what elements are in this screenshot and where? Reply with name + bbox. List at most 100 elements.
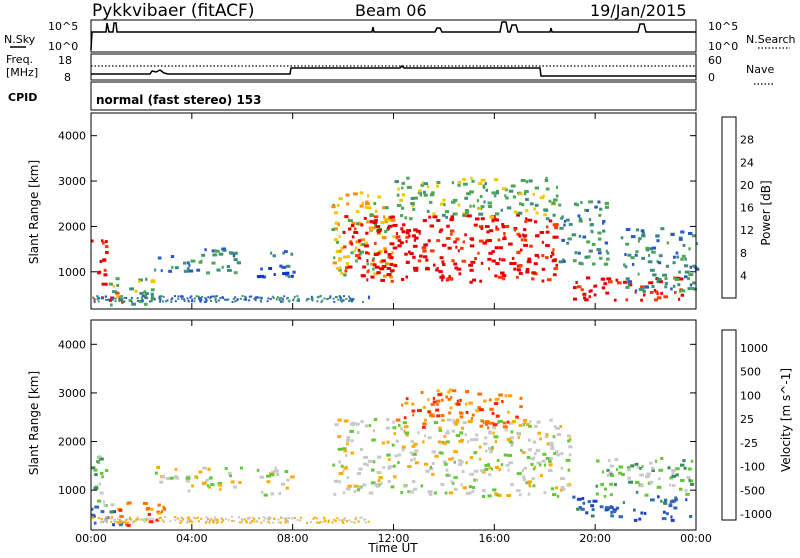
heatmap-cell <box>362 483 367 487</box>
heatmap-cell <box>371 438 376 442</box>
heatmap-cell <box>464 433 467 437</box>
heatmap-cell <box>136 299 139 302</box>
heatmap-cell <box>534 452 537 456</box>
heatmap-cell <box>561 488 566 491</box>
heatmap-cell <box>283 517 286 520</box>
heatmap-cell <box>404 401 409 405</box>
heatmap-cell <box>362 301 364 303</box>
heatmap-cell <box>406 229 411 233</box>
heatmap-cell <box>383 274 388 278</box>
heatmap-cell <box>359 250 364 254</box>
heatmap-cell <box>684 264 689 268</box>
heatmap-cell <box>576 285 582 289</box>
heatmap-cell <box>519 202 522 206</box>
heatmap-cell <box>545 217 550 221</box>
heatmap-cell <box>384 250 388 254</box>
heatmap-cell <box>694 267 700 271</box>
heatmap-cell <box>164 300 167 303</box>
heatmap-cell <box>553 267 559 271</box>
heatmap-cell <box>241 518 244 521</box>
heatmap-cell <box>306 521 308 524</box>
heatmap-cell <box>602 221 605 225</box>
heatmap-cell <box>456 267 462 271</box>
heatmap-cell <box>111 516 113 518</box>
heatmap-cell <box>352 298 355 301</box>
heatmap-cell <box>207 467 211 471</box>
heatmap-cell <box>664 282 668 285</box>
heatmap-cell <box>268 516 271 519</box>
heatmap-cell <box>660 457 664 460</box>
heatmap-cell <box>422 249 427 253</box>
heatmap-cell <box>642 289 646 293</box>
heatmap-cell <box>614 483 617 487</box>
heatmap-cell <box>469 244 475 248</box>
heatmap-cell <box>350 251 354 255</box>
heatmap-cell <box>201 481 207 485</box>
heatmap-cell <box>489 407 494 411</box>
nsky-left-tick-top: 10^5 <box>48 20 78 33</box>
heatmap-cell <box>254 296 257 299</box>
heatmap-cell <box>651 250 656 254</box>
heatmap-cell <box>549 457 553 461</box>
heatmap-cell <box>505 463 510 467</box>
freq-label-line1: Freq. <box>6 53 33 66</box>
heatmap-cell <box>546 442 550 446</box>
heatmap-cell <box>376 471 382 475</box>
heatmap-cell <box>142 501 148 505</box>
heatmap-cell <box>345 193 350 197</box>
heatmap-cell <box>216 519 219 522</box>
heatmap-cell <box>311 297 314 300</box>
heatmap-cell <box>487 257 492 261</box>
heatmap-cell <box>373 253 379 256</box>
heatmap-cell <box>171 297 174 300</box>
heatmap-cell <box>371 258 375 262</box>
heatmap-cell <box>520 248 523 252</box>
heatmap-cell <box>537 431 541 435</box>
heatmap-cell <box>591 242 596 246</box>
heatmap-cell <box>333 238 338 242</box>
heatmap-cell <box>469 190 474 194</box>
heatmap-cell <box>663 295 668 299</box>
heatmap-cell <box>118 300 121 303</box>
heatmap-cell <box>98 461 101 464</box>
heatmap-cell <box>381 236 387 240</box>
heatmap-cell <box>481 495 486 498</box>
heatmap-cell <box>508 440 513 444</box>
heatmap-cell <box>512 195 517 199</box>
heatmap-cell <box>348 299 351 302</box>
heatmap-cell <box>288 300 291 303</box>
heatmap-cell <box>102 258 107 262</box>
heatmap-cell <box>680 479 685 482</box>
heatmap-cell <box>501 225 507 229</box>
heatmap-cell <box>347 484 352 488</box>
heatmap-cell <box>541 279 545 283</box>
heatmap-cell <box>508 461 513 465</box>
heatmap-cell <box>422 422 427 426</box>
heatmap-cell <box>603 262 609 266</box>
heatmap-cell <box>386 218 392 222</box>
heatmap-cell <box>523 243 528 247</box>
heatmap-cell <box>285 273 289 277</box>
heatmap-cell <box>522 233 525 237</box>
heatmap-cell <box>635 289 638 293</box>
heatmap-cell <box>114 297 117 300</box>
heatmap-cell <box>383 217 387 221</box>
heatmap-cell <box>93 298 96 301</box>
heatmap-cell <box>633 508 636 512</box>
heatmap-cell <box>387 479 391 483</box>
heatmap-cell <box>488 205 493 208</box>
heatmap-cell <box>382 465 386 469</box>
heatmap-cell <box>127 521 129 524</box>
heatmap-cell <box>692 281 696 285</box>
heatmap-cell <box>97 300 100 303</box>
heatmap-cell <box>551 201 556 205</box>
heatmap-cell <box>404 484 407 488</box>
heatmap-cell <box>656 234 659 238</box>
heatmap-cell <box>418 189 422 193</box>
heatmap-cell <box>474 257 477 261</box>
heatmap-cell <box>344 215 349 219</box>
heatmap-cell <box>316 300 319 303</box>
colorbar-tick-label: 100 <box>740 389 761 402</box>
heatmap-cell <box>412 413 415 417</box>
heatmap-cell <box>136 518 139 520</box>
